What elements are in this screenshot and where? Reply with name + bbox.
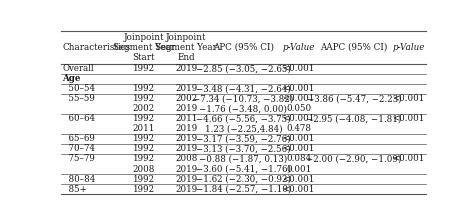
Text: −1.62 (−2.30, −0.92): −1.62 (−2.30, −0.92)	[196, 174, 291, 183]
Text: 2019: 2019	[175, 165, 197, 174]
Text: 0.050: 0.050	[286, 104, 311, 113]
Text: 1992: 1992	[133, 145, 155, 154]
Text: 1.23 (−2.25,4.84): 1.23 (−2.25,4.84)	[205, 124, 283, 133]
Text: 1992: 1992	[133, 134, 155, 143]
Text: 2019: 2019	[175, 145, 197, 154]
Text: −3.86 (−5.47, −2.23): −3.86 (−5.47, −2.23)	[307, 94, 401, 103]
Text: −1.84 (−2.57, −1.10): −1.84 (−2.57, −1.10)	[196, 185, 291, 194]
Text: 2011: 2011	[132, 124, 155, 133]
Text: 85+: 85+	[63, 185, 86, 194]
Text: −2.85 (−3.05, −2.65): −2.85 (−3.05, −2.65)	[196, 64, 291, 73]
Text: <0.001: <0.001	[283, 174, 315, 183]
Text: 2008: 2008	[132, 165, 155, 174]
Text: 2019: 2019	[175, 185, 197, 194]
Text: Characteristics: Characteristics	[63, 43, 131, 52]
Text: 2019: 2019	[175, 64, 197, 73]
Text: −7.34 (−10.73, −3.82): −7.34 (−10.73, −3.82)	[193, 94, 293, 103]
Text: <0.001: <0.001	[283, 145, 315, 154]
Text: 70–74: 70–74	[63, 145, 94, 154]
Text: −4.66 (−5.56, −3.75): −4.66 (−5.56, −3.75)	[196, 114, 291, 123]
Text: 2002: 2002	[175, 94, 197, 103]
Text: 1992: 1992	[133, 185, 155, 194]
Text: p-Value: p-Value	[392, 43, 425, 52]
Text: 1992: 1992	[133, 64, 155, 73]
Text: 0.084: 0.084	[286, 154, 311, 163]
Text: Age: Age	[63, 74, 81, 83]
Text: −3.17 (−3.59, −2.76): −3.17 (−3.59, −2.76)	[196, 134, 291, 143]
Text: 55–59: 55–59	[63, 94, 94, 103]
Text: 75–79: 75–79	[63, 154, 94, 163]
Text: 1992: 1992	[133, 94, 155, 103]
Text: 60–64: 60–64	[63, 114, 94, 123]
Text: 1992: 1992	[133, 114, 155, 123]
Text: <0.001: <0.001	[283, 114, 315, 123]
Text: −2.00 (−2.90, −1.09): −2.00 (−2.90, −1.09)	[306, 154, 402, 163]
Text: −3.48 (−4.31, −2.64): −3.48 (−4.31, −2.64)	[196, 84, 291, 93]
Text: 2008: 2008	[175, 154, 198, 163]
Text: 2019: 2019	[175, 104, 197, 113]
Text: −3.13 (−3.70, −2.56): −3.13 (−3.70, −2.56)	[196, 145, 291, 154]
Text: <0.001: <0.001	[283, 64, 315, 73]
Text: 0.478: 0.478	[286, 124, 311, 133]
Text: APC (95% CI): APC (95% CI)	[213, 43, 274, 52]
Text: 1992: 1992	[133, 174, 155, 183]
Text: Overall: Overall	[63, 64, 94, 73]
Text: −2.95 (−4.08, −1.81): −2.95 (−4.08, −1.81)	[306, 114, 402, 123]
Text: <0.001: <0.001	[392, 154, 425, 163]
Text: 2019: 2019	[175, 174, 197, 183]
Text: 2019: 2019	[175, 134, 197, 143]
Text: <0.001: <0.001	[283, 94, 315, 103]
Text: 50–54: 50–54	[63, 84, 94, 93]
Text: <0.001: <0.001	[283, 134, 315, 143]
Text: <0.001: <0.001	[392, 94, 425, 103]
Text: <0.001: <0.001	[283, 84, 315, 93]
Text: 65–69: 65–69	[63, 134, 94, 143]
Text: 1992: 1992	[133, 84, 155, 93]
Text: <0.001: <0.001	[392, 114, 425, 123]
Text: Joinpoint
Segment Year
End: Joinpoint Segment Year End	[155, 33, 217, 62]
Text: 2011: 2011	[175, 114, 198, 123]
Text: <0.001: <0.001	[283, 185, 315, 194]
Text: p-Value: p-Value	[283, 43, 315, 52]
Text: −0.88 (−1.87, 0.13): −0.88 (−1.87, 0.13)	[200, 154, 288, 163]
Text: −3.60 (−5.41, −1.76): −3.60 (−5.41, −1.76)	[196, 165, 291, 174]
Text: AAPC (95% CI): AAPC (95% CI)	[320, 43, 388, 52]
Text: 1992: 1992	[133, 154, 155, 163]
Text: 2019: 2019	[175, 84, 197, 93]
Text: Joinpoint
Segment Year
Start: Joinpoint Segment Year Start	[113, 33, 174, 62]
Text: −1.76 (−3.48, 0.00): −1.76 (−3.48, 0.00)	[200, 104, 287, 113]
Text: 80–84: 80–84	[63, 174, 95, 183]
Text: 2019: 2019	[175, 124, 197, 133]
Text: 2002: 2002	[132, 104, 155, 113]
Text: 0.001: 0.001	[286, 165, 311, 174]
